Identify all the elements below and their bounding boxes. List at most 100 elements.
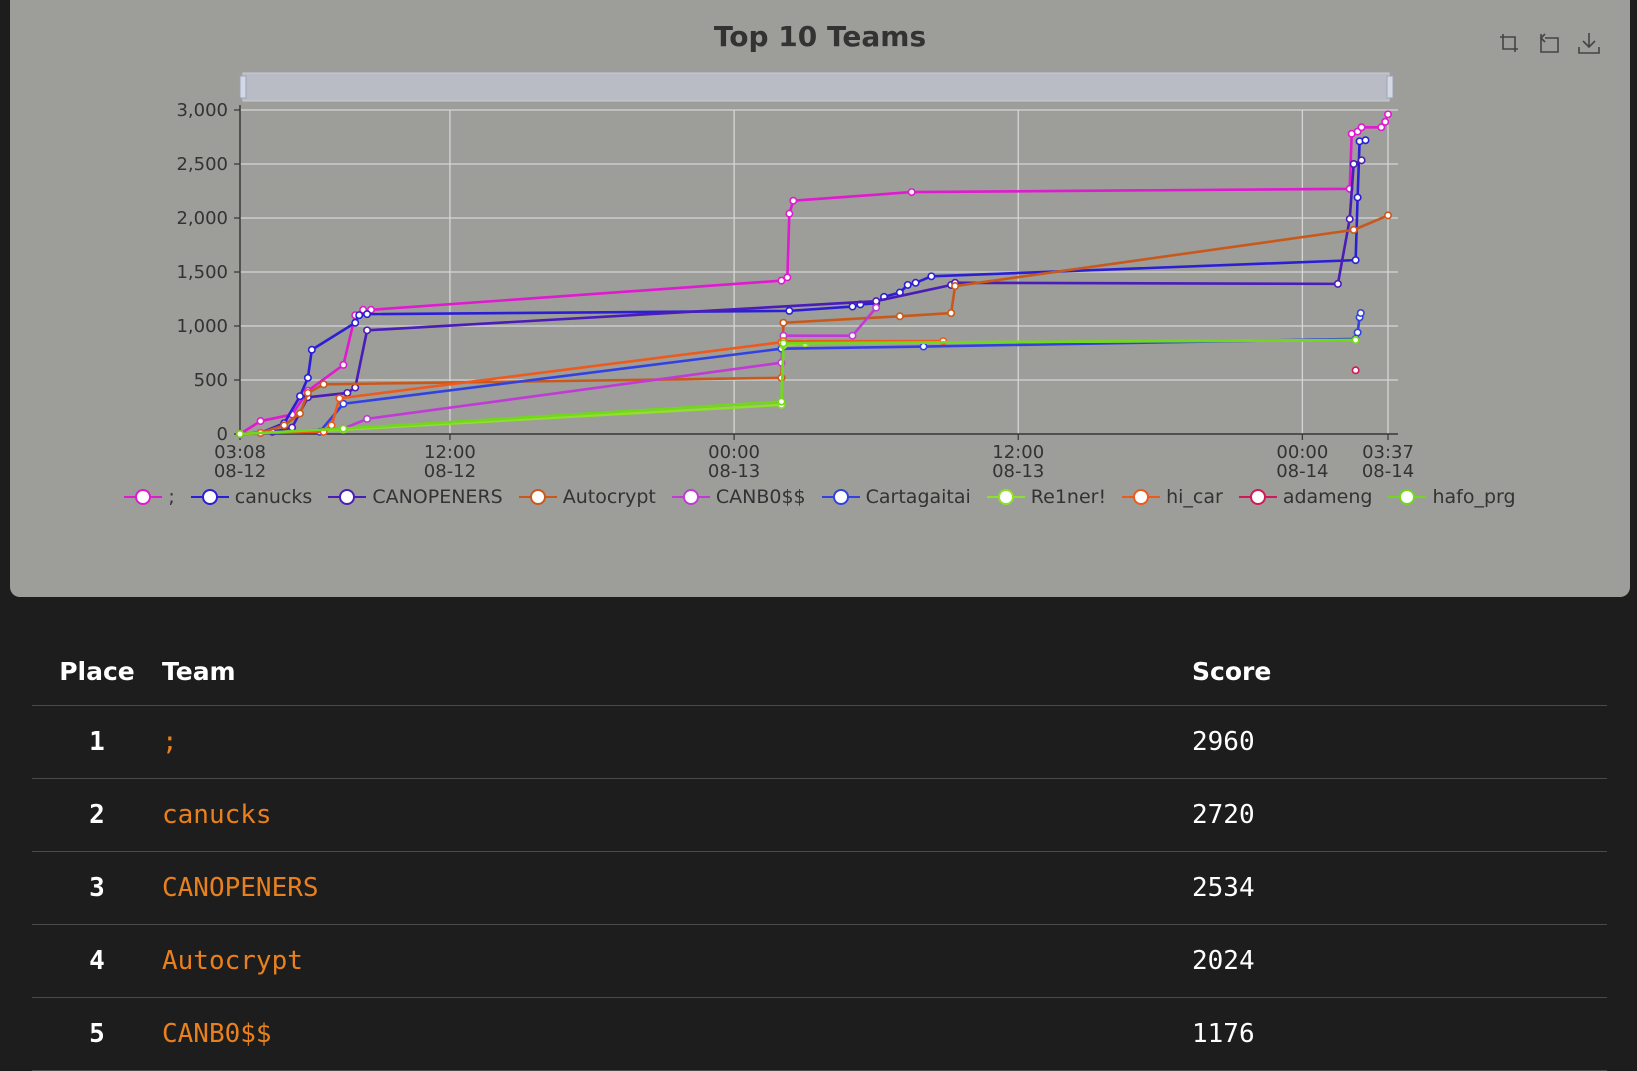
legend-swatch	[986, 489, 1025, 505]
data-point	[1353, 328, 1362, 337]
data-point	[343, 388, 352, 397]
x-tick-sublabel: 08-14	[1362, 461, 1414, 482]
legend-item[interactable]: CANB0$$	[671, 486, 806, 508]
place-cell: 2	[32, 778, 162, 852]
scoreboard-table: Place Team Score 1 ; 2960 2 canucks 2720…	[32, 637, 1607, 1071]
legend-item[interactable]: Cartagaitai	[821, 486, 971, 508]
team-cell: ;	[162, 705, 1192, 779]
header-place[interactable]: Place	[32, 637, 162, 706]
data-point	[951, 282, 960, 291]
data-point	[779, 318, 788, 327]
x-axis: 03:0808-1212:0008-1200:0008-1312:0008-13…	[214, 433, 1414, 482]
chart-legend: ; canucks CANOPENERS Autocrypt CANB0$$ Cartag…	[10, 486, 1630, 508]
data-point	[911, 278, 920, 287]
legend-item[interactable]: Autocrypt	[518, 486, 656, 508]
data-point	[339, 424, 348, 433]
data-point	[1357, 123, 1366, 132]
team-link[interactable]: canucks	[162, 800, 272, 830]
legend-item[interactable]: hafo_prg	[1388, 486, 1516, 508]
grid-lines	[240, 109, 1398, 435]
data-point	[1356, 309, 1365, 318]
team-cell: CANOPENERS	[162, 851, 1192, 925]
zoom-icon[interactable]	[1496, 30, 1522, 56]
restore-icon[interactable]	[1536, 30, 1562, 56]
score-cell: 2024	[1192, 924, 1607, 998]
data-point	[1351, 366, 1360, 375]
legend-label: CANB0$$	[715, 486, 806, 508]
data-point	[848, 302, 857, 311]
series-layer	[236, 110, 1393, 438]
data-point	[777, 397, 786, 406]
header-team[interactable]: Team	[162, 637, 1192, 706]
data-point	[307, 345, 316, 354]
data-point	[355, 311, 364, 320]
x-tick-label: 03:08	[214, 442, 266, 463]
score-cell: 2720	[1192, 778, 1607, 852]
place-cell: 4	[32, 924, 162, 998]
legend-item[interactable]: adameng	[1238, 486, 1372, 508]
header-score[interactable]: Score	[1192, 637, 1607, 706]
zoom-slider-track	[242, 72, 1390, 102]
x-tick-sublabel: 08-12	[424, 461, 476, 482]
data-point	[785, 209, 794, 218]
legend-item[interactable]: ;	[124, 486, 175, 508]
data-point	[1333, 279, 1342, 288]
series-adameng	[1351, 366, 1360, 375]
x-tick-sublabel: 08-13	[708, 461, 760, 482]
y-tick-label: 0	[217, 424, 228, 445]
legend-swatch	[518, 489, 557, 505]
place-cell: 3	[32, 851, 162, 925]
y-tick-label: 1,500	[176, 262, 228, 283]
legend-item[interactable]: Re1ner!	[986, 486, 1106, 508]
chart-panel: Top 10 Teams 0 500 1,000 1,500 2,000 2,500 3,0…	[10, 0, 1630, 597]
team-link[interactable]: CANB0$$	[162, 1019, 272, 1049]
data-point	[363, 414, 372, 423]
y-tick-label: 2,500	[176, 154, 228, 175]
place-cell: 1	[32, 705, 162, 779]
zoom-handle-left[interactable]	[239, 75, 247, 99]
data-point	[236, 429, 245, 438]
legend-label: hi_car	[1166, 486, 1223, 508]
team-link[interactable]: Autocrypt	[162, 946, 303, 976]
data-point	[1381, 117, 1390, 126]
data-point	[1349, 225, 1358, 234]
team-link[interactable]: CANOPENERS	[162, 873, 319, 903]
data-point	[351, 383, 360, 392]
table-row: 5 CANB0$$ 1176	[32, 997, 1607, 1071]
data-point	[1349, 160, 1358, 169]
data-point	[1351, 336, 1360, 345]
y-tick-label: 2,000	[176, 208, 228, 229]
data-point	[1357, 156, 1366, 165]
legend-swatch	[1122, 489, 1161, 505]
data-point	[1384, 211, 1393, 220]
x-tick-sublabel: 08-14	[1276, 461, 1328, 482]
series-Autocrypt	[236, 211, 1393, 438]
data-point	[783, 273, 792, 282]
x-tick-label: 12:00	[992, 442, 1044, 463]
x-tick-sublabel: 08-12	[214, 461, 266, 482]
team-link[interactable]: ;	[162, 727, 178, 757]
legend-item[interactable]: hi_car	[1122, 486, 1223, 508]
score-cell: 1176	[1192, 997, 1607, 1071]
legend-label: Autocrypt	[562, 486, 656, 508]
data-point	[872, 297, 881, 306]
zoom-handle-right[interactable]	[1386, 75, 1394, 99]
chart-toolbox	[1496, 30, 1602, 56]
team-cell: canucks	[162, 778, 1192, 852]
data-point	[303, 373, 312, 382]
download-icon[interactable]	[1576, 30, 1602, 56]
data-point	[1345, 215, 1354, 224]
legend-swatch	[124, 489, 163, 505]
data-point	[1377, 123, 1386, 132]
x-tick-label: 12:00	[424, 442, 476, 463]
legend-label: CANOPENERS	[372, 486, 503, 508]
data-zoom-slider[interactable]	[239, 72, 1394, 102]
x-tick-sublabel: 08-13	[992, 461, 1044, 482]
legend-item[interactable]: canucks	[190, 486, 312, 508]
y-tick-label: 500	[194, 370, 228, 391]
legend-label: hafo_prg	[1432, 486, 1516, 508]
team-cell: Autocrypt	[162, 924, 1192, 998]
legend-item[interactable]: CANOPENERS	[328, 486, 503, 508]
legend-swatch	[328, 489, 367, 505]
data-point	[895, 312, 904, 321]
